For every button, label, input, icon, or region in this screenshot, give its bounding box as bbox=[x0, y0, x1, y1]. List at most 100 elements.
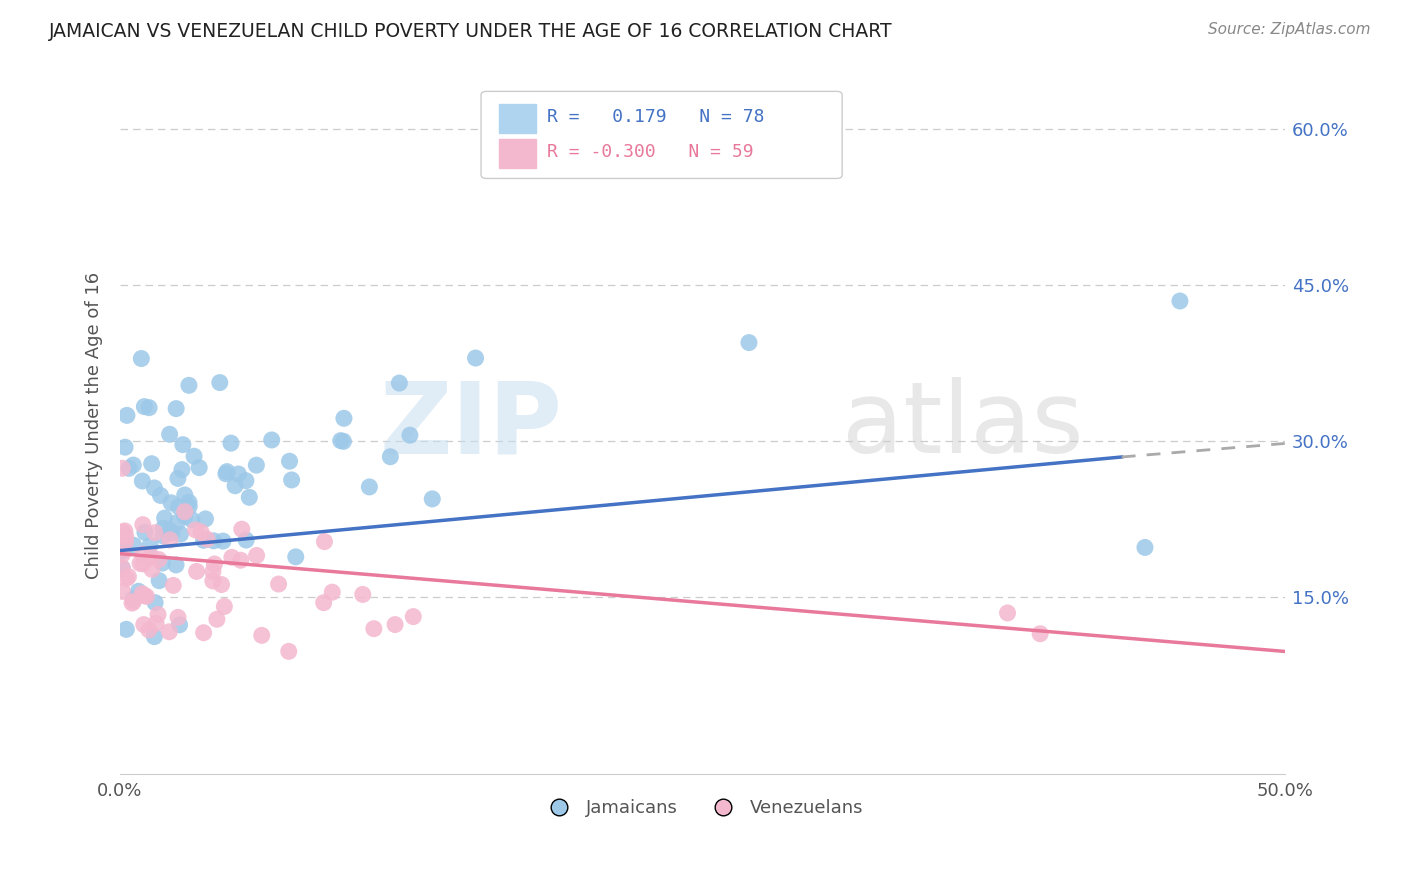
Point bbox=[195, 533, 218, 547]
Point bbox=[352, 587, 374, 601]
Point bbox=[188, 460, 211, 475]
Point bbox=[111, 548, 134, 562]
Point bbox=[184, 523, 207, 537]
Point bbox=[143, 630, 166, 644]
Point bbox=[183, 449, 205, 463]
Point bbox=[278, 454, 301, 468]
Point bbox=[464, 351, 486, 365]
Point bbox=[132, 588, 155, 602]
Point bbox=[167, 500, 190, 514]
Point bbox=[235, 533, 257, 547]
FancyBboxPatch shape bbox=[481, 91, 842, 178]
Point bbox=[128, 584, 150, 599]
Point bbox=[1168, 293, 1191, 308]
Point bbox=[329, 434, 352, 448]
Point bbox=[193, 533, 215, 548]
Point bbox=[202, 533, 225, 548]
Point bbox=[141, 562, 163, 576]
Point bbox=[157, 624, 180, 639]
Point bbox=[143, 596, 166, 610]
Point bbox=[167, 471, 190, 485]
Point bbox=[169, 617, 191, 632]
Point bbox=[211, 577, 233, 591]
Point bbox=[132, 547, 155, 561]
Point bbox=[132, 557, 155, 571]
Point bbox=[738, 335, 761, 350]
Point bbox=[118, 461, 141, 475]
Point bbox=[115, 572, 138, 586]
Point bbox=[131, 351, 153, 366]
Point bbox=[153, 511, 176, 525]
Point bbox=[122, 458, 145, 472]
Point bbox=[177, 378, 200, 392]
Point bbox=[190, 524, 212, 539]
Point bbox=[138, 623, 160, 637]
Point bbox=[238, 491, 260, 505]
Point bbox=[131, 474, 153, 488]
Point bbox=[148, 574, 170, 588]
Y-axis label: Child Poverty Under the Age of 16: Child Poverty Under the Age of 16 bbox=[86, 272, 103, 579]
Point bbox=[159, 533, 181, 547]
Point bbox=[132, 517, 155, 532]
Point bbox=[173, 509, 195, 524]
Point bbox=[267, 577, 290, 591]
Point bbox=[162, 578, 184, 592]
Point bbox=[122, 594, 145, 608]
Point bbox=[115, 623, 138, 637]
Legend: Jamaicans, Venezuelans: Jamaicans, Venezuelans bbox=[534, 792, 870, 824]
Point bbox=[115, 409, 138, 423]
Point bbox=[179, 500, 201, 514]
Point bbox=[152, 521, 174, 535]
Point bbox=[131, 587, 153, 601]
Point bbox=[160, 496, 183, 510]
Point bbox=[121, 596, 143, 610]
Point bbox=[177, 495, 200, 509]
Point bbox=[229, 553, 252, 567]
Text: atlas: atlas bbox=[842, 377, 1084, 475]
Point bbox=[201, 574, 224, 588]
Point bbox=[221, 550, 243, 565]
Point bbox=[139, 538, 162, 552]
Point bbox=[214, 599, 236, 614]
Point bbox=[250, 628, 273, 642]
Point bbox=[152, 556, 174, 570]
Point bbox=[212, 534, 235, 549]
Point bbox=[260, 433, 283, 447]
Point bbox=[312, 596, 335, 610]
Point bbox=[359, 480, 381, 494]
Point bbox=[114, 534, 136, 549]
Point bbox=[152, 529, 174, 543]
Point bbox=[141, 549, 163, 564]
Point bbox=[314, 534, 336, 549]
Point bbox=[122, 591, 145, 606]
Point bbox=[181, 513, 204, 527]
Point bbox=[159, 427, 181, 442]
Point bbox=[228, 467, 250, 481]
Point bbox=[170, 462, 193, 476]
Point bbox=[321, 585, 343, 599]
Point bbox=[129, 557, 152, 571]
Point bbox=[186, 565, 208, 579]
Point bbox=[235, 474, 257, 488]
Bar bbox=[499, 139, 536, 168]
Point bbox=[332, 434, 354, 449]
Point bbox=[111, 544, 134, 558]
Point bbox=[245, 458, 267, 472]
Point bbox=[111, 524, 134, 539]
Point bbox=[997, 606, 1019, 620]
Point bbox=[165, 558, 187, 572]
Point bbox=[194, 512, 217, 526]
Point bbox=[148, 552, 170, 566]
Point bbox=[135, 590, 157, 604]
Point bbox=[132, 617, 155, 632]
Point bbox=[167, 610, 190, 624]
Point bbox=[384, 617, 406, 632]
Point bbox=[204, 557, 226, 571]
Point bbox=[134, 525, 156, 540]
Text: JAMAICAN VS VENEZUELAN CHILD POVERTY UNDER THE AGE OF 16 CORRELATION CHART: JAMAICAN VS VENEZUELAN CHILD POVERTY UND… bbox=[49, 22, 893, 41]
Point bbox=[146, 607, 169, 622]
Point bbox=[1133, 541, 1156, 555]
Point bbox=[173, 488, 195, 502]
Point bbox=[169, 527, 191, 541]
Point bbox=[117, 569, 139, 583]
